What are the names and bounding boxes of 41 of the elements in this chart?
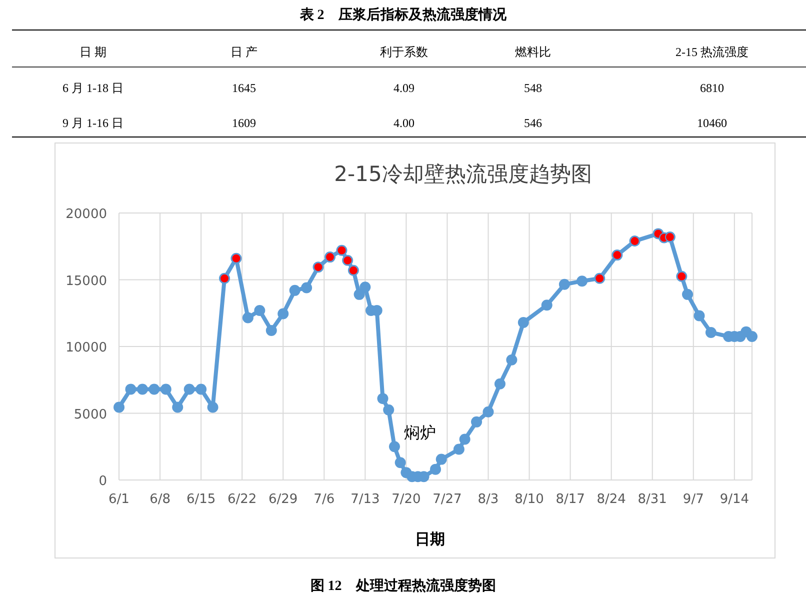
text: 1609 — [232, 116, 256, 130]
text: 6 月 1-18 日 — [62, 81, 124, 95]
chart-title: 2-15冷却壁热流强度趋势图 — [334, 162, 592, 186]
x-tick-label: 6/22 — [227, 492, 257, 507]
text: 1645 — [232, 81, 256, 95]
x-axis-title: 日期 — [415, 530, 445, 548]
x-tick-label: 7/20 — [392, 492, 421, 507]
x-tick-label: 6/15 — [186, 492, 216, 507]
text: 546 — [524, 116, 542, 130]
text: 9 月 1-16 日 — [62, 116, 124, 130]
x-tick-label: 8/10 — [514, 492, 544, 507]
x-tick-label: 7/27 — [432, 492, 462, 507]
x-tick-label: 8/31 — [638, 492, 667, 507]
text: 10460 — [697, 116, 727, 130]
annotation: 焖炉 — [404, 423, 436, 442]
x-tick-label: 7/6 — [314, 492, 335, 507]
text: 548 — [524, 81, 542, 95]
y-tick-label: 10000 — [66, 340, 107, 356]
text: 表 2 压浆后指标及热流强度情况 — [298, 6, 508, 23]
x-tick-label: 9/14 — [720, 492, 750, 507]
category-label: 日 产 — [230, 45, 258, 59]
text: 4.09 — [394, 81, 414, 95]
text: 6810 — [700, 81, 724, 95]
x-tick-label: 9/7 — [682, 492, 704, 507]
caption: 图 12 处理过程热流强度势图 — [310, 577, 496, 594]
x-tick-label: 6/1 — [108, 492, 130, 507]
x-tick-label: 7/13 — [350, 492, 380, 507]
x-tick-label: 6/8 — [150, 492, 170, 507]
category-label: 日 期 — [80, 45, 106, 59]
category-label: 燃料比 — [515, 45, 551, 59]
x-tick-label: 8/24 — [596, 492, 626, 507]
y-tick-label: 20000 — [66, 207, 107, 222]
y-tick-label: 15000 — [66, 274, 107, 289]
y-tick-label: 5000 — [74, 407, 107, 422]
x-tick-label: 8/17 — [556, 492, 585, 507]
x-tick-label: 6/29 — [268, 492, 298, 507]
y-tick-label: 0 — [98, 474, 107, 489]
category-label: 2-15 热流强度 — [676, 45, 748, 59]
category-label: 利于系数 — [380, 45, 428, 59]
text: 4.00 — [394, 116, 414, 130]
x-tick-label: 8/3 — [478, 492, 499, 507]
